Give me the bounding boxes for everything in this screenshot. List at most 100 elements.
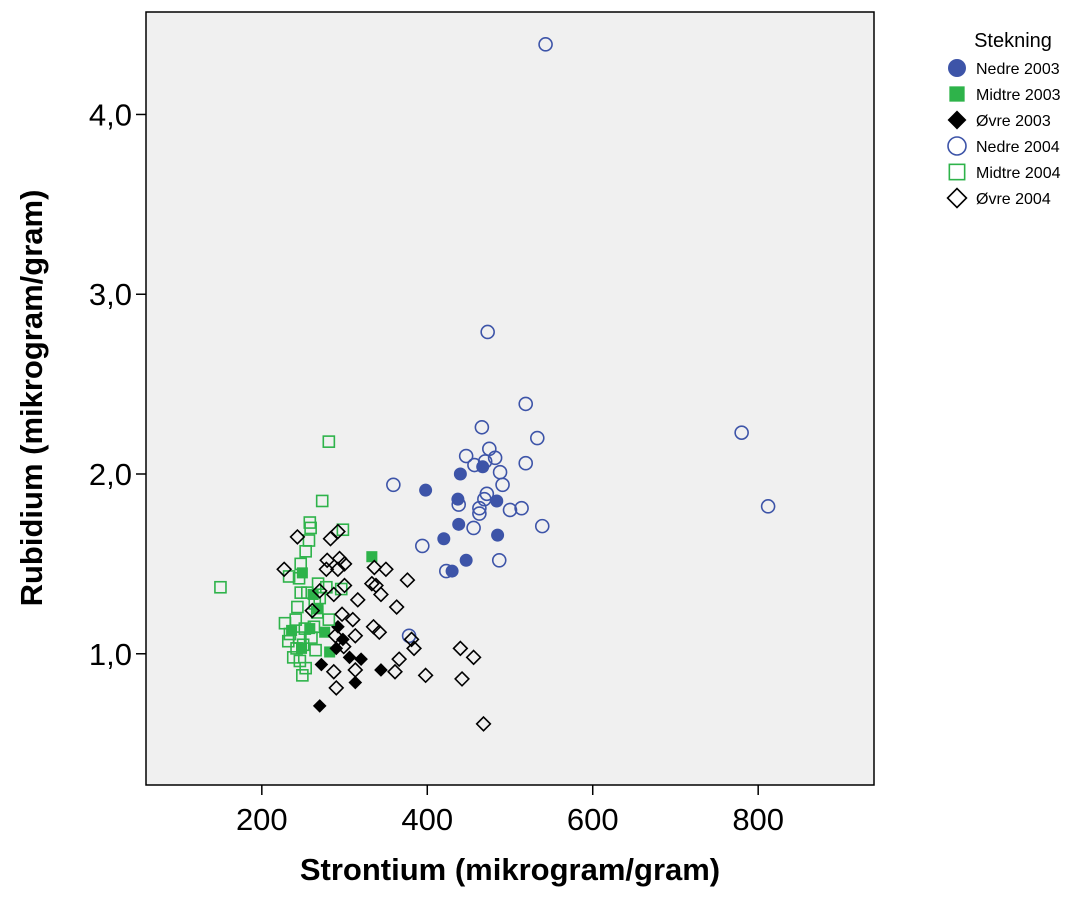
data-point [502, 502, 518, 518]
data-point [335, 638, 352, 655]
data-point [320, 580, 333, 594]
legend-marker [948, 163, 966, 181]
data-point [406, 640, 422, 657]
data-point [403, 631, 420, 648]
legend-items: Nedre 2003 Midtre 2003 Øvre 2003 Nedre 2004… [946, 59, 1061, 209]
data-point [315, 494, 329, 508]
data-point [347, 627, 364, 644]
series--vre-2004 [276, 523, 492, 732]
legend-marker [949, 86, 965, 102]
data-point [534, 518, 550, 534]
series-nedre-2004 [386, 37, 776, 644]
data-point [477, 454, 493, 469]
legend-title: Stekning [974, 30, 1052, 52]
data-point [336, 523, 350, 537]
y-axis: 1,0 2,0 3,0 4,0 [89, 97, 146, 672]
data-point [377, 561, 394, 578]
data-point [459, 553, 473, 567]
data-point [474, 419, 490, 435]
data-point [437, 532, 451, 546]
legend-label: Øvre 2003 [976, 113, 1051, 130]
y-tick-label: 3,0 [89, 277, 132, 312]
x-tick-label: 800 [732, 802, 784, 837]
data-point [480, 324, 495, 340]
data-point [472, 506, 487, 521]
data-point [290, 642, 303, 655]
data-point [491, 552, 507, 568]
data-point [487, 450, 503, 466]
data-point [388, 599, 405, 615]
data-point [300, 586, 314, 599]
data-point [538, 37, 553, 52]
data-point [299, 661, 312, 675]
data-point [336, 577, 353, 594]
data-point [386, 477, 401, 493]
data-point [319, 552, 336, 569]
data-point [458, 448, 474, 464]
data-point [342, 650, 357, 665]
data-point [311, 582, 328, 599]
y-tick-label: 2,0 [89, 457, 132, 492]
data-point [324, 646, 336, 658]
data-point [318, 561, 335, 578]
x-axis: 200 400 600 800 [236, 785, 784, 837]
data-point [465, 649, 482, 666]
data-point [391, 651, 408, 668]
data-point [344, 611, 361, 628]
x-tick-label: 600 [567, 802, 619, 837]
data-point [336, 555, 353, 572]
data-point [374, 663, 388, 677]
data-point [417, 667, 434, 684]
data-point [299, 544, 312, 558]
data-point [336, 632, 350, 647]
data-point [451, 492, 465, 506]
data-point [438, 563, 454, 579]
data-point [490, 494, 504, 508]
data-point [399, 572, 416, 589]
data-point [452, 517, 466, 531]
data-point [466, 520, 481, 536]
data-point [304, 521, 317, 535]
plot-area [145, 11, 875, 786]
data-point [371, 624, 388, 641]
data-point [354, 652, 368, 666]
data-point [472, 500, 487, 516]
data-point [276, 561, 293, 578]
legend-marker [947, 110, 967, 130]
data-point [467, 457, 482, 473]
data-point [312, 699, 327, 713]
data-point [366, 551, 378, 563]
y-tick-label: 1,0 [89, 637, 132, 672]
data-point [214, 580, 227, 594]
data-point [329, 641, 344, 656]
data-point [292, 571, 306, 585]
legend-marker [947, 136, 967, 156]
data-point [294, 557, 308, 571]
x-tick-label: 200 [236, 802, 288, 837]
data-point [453, 467, 467, 481]
data-point [309, 643, 322, 657]
data-point [310, 606, 324, 619]
data-point [760, 499, 776, 514]
data-point [415, 538, 430, 554]
data-point [289, 528, 306, 545]
data-point [305, 631, 318, 644]
legend-label: Øvre 2004 [976, 191, 1051, 208]
data-point [387, 663, 403, 680]
data-point [477, 491, 492, 507]
data-point [296, 638, 310, 652]
legend-label: Midtre 2003 [976, 87, 1061, 104]
data-point [286, 624, 298, 636]
data-point [319, 626, 331, 638]
data-point [327, 627, 344, 644]
y-axis-title: Rubidium (mikrogram/gram) [14, 190, 49, 607]
data-point [311, 577, 325, 590]
data-point [518, 455, 534, 471]
data-point [329, 561, 346, 578]
data-point [294, 586, 308, 599]
series-midtre-2004 [214, 435, 350, 682]
data-point [325, 586, 342, 603]
data-point [529, 430, 545, 446]
